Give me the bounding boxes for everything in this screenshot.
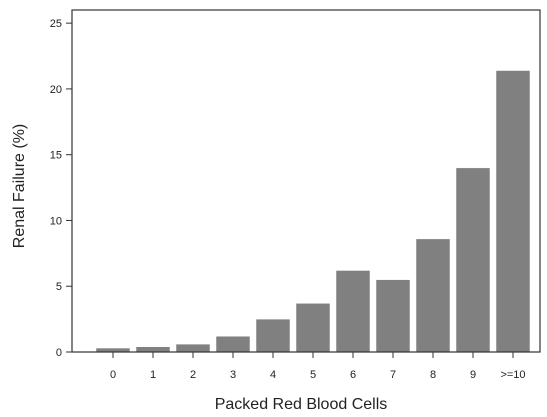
bar — [295, 303, 331, 353]
x-tick-label: 6 — [350, 369, 356, 381]
x-tick-label: 2 — [190, 369, 196, 381]
x-tick-label: 4 — [270, 369, 276, 381]
y-tick-label: 25 — [50, 18, 62, 30]
x-axis-title: Packed Red Blood Cells — [215, 396, 388, 413]
x-tick-label: 9 — [470, 369, 476, 381]
bar — [215, 335, 251, 353]
x-tick-label: 7 — [390, 369, 396, 381]
y-axis-title: Renal Failure (%) — [11, 124, 28, 248]
bar — [455, 167, 491, 353]
y-tick-label: 0 — [56, 347, 62, 359]
y-tick-label: 15 — [50, 150, 62, 162]
bars — [92, 70, 534, 353]
x-tick-label: 5 — [310, 369, 316, 381]
y-tick-label: 20 — [50, 84, 62, 96]
plot-frame — [71, 9, 541, 353]
bar — [175, 343, 211, 353]
y-tick-label: 5 — [56, 281, 62, 293]
bar — [375, 279, 411, 353]
bar — [255, 318, 291, 353]
bar — [135, 346, 171, 353]
bar — [415, 238, 451, 353]
bar — [335, 270, 371, 353]
x-tick-label: 3 — [230, 369, 236, 381]
y-axis-ticks: 0 5 10 15 20 25 — [50, 18, 72, 359]
x-axis-ticks: 0 1 2 3 4 5 6 7 8 9 >=10 — [110, 352, 526, 381]
x-tick-label: 0 — [110, 369, 116, 381]
bar — [495, 70, 531, 353]
x-tick-label: 1 — [150, 369, 156, 381]
y-tick-label: 10 — [50, 215, 62, 227]
x-tick-label: >=10 — [500, 369, 525, 381]
x-tick-label: 8 — [430, 369, 436, 381]
